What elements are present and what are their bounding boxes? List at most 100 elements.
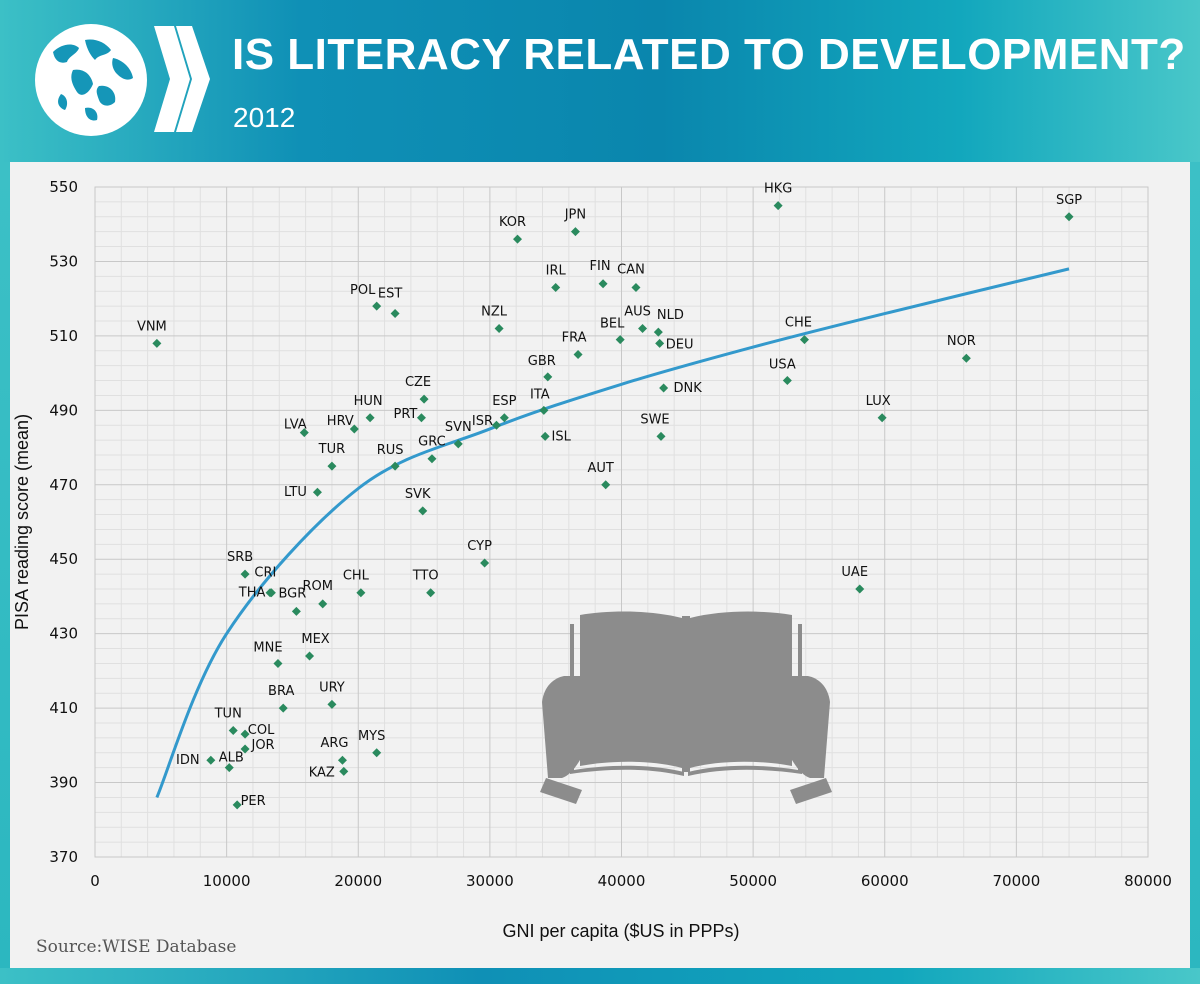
point-label-fra: FRA — [562, 331, 587, 346]
data-point-jpn — [570, 227, 580, 237]
scatter-chart: 0 10000 20000 30000 40000 50000 60000 70000 8000… — [12, 178, 1172, 941]
y-tick-label: 530 — [49, 252, 78, 270]
data-point-kor — [513, 234, 523, 244]
page-title: IS LITERACY RELATED TO DEVELOPMENT? — [232, 30, 1186, 79]
point-label-sgp: SGP — [1056, 193, 1082, 208]
data-point-aut — [601, 480, 611, 490]
data-point-tur — [327, 461, 337, 471]
data-point-nld — [653, 327, 663, 337]
point-label-tto: TTO — [412, 569, 439, 584]
data-point-hkg — [773, 201, 783, 211]
point-label-usa: USA — [769, 358, 796, 373]
point-label-kaz: KAZ — [309, 765, 335, 780]
data-point-mex — [305, 651, 315, 661]
data-point-esp — [499, 413, 509, 423]
point-label-lva: LVA — [284, 418, 307, 433]
x-tick-label: 20000 — [334, 872, 382, 890]
point-label-can: CAN — [617, 263, 645, 278]
point-label-che: CHE — [785, 316, 812, 331]
point-label-pol: POL — [350, 283, 376, 298]
data-point-che — [799, 335, 809, 345]
point-label-nor: NOR — [947, 334, 976, 349]
y-tick-label: 390 — [49, 774, 78, 792]
x-tick-label: 0 — [90, 872, 100, 890]
data-point-col — [240, 729, 250, 739]
point-label-isr: ISR — [472, 414, 493, 429]
point-label-mex: MEX — [301, 632, 329, 647]
point-label-cri: CRI — [254, 566, 276, 581]
y-axis-title: PISA reading score (mean) — [12, 414, 32, 630]
data-point-prt — [416, 413, 426, 423]
point-label-ury: URY — [319, 680, 345, 695]
point-label-grc: GRC — [418, 435, 446, 450]
point-label-jor: JOR — [250, 738, 274, 753]
point-label-srb: SRB — [227, 550, 253, 565]
x-tick-label: 30000 — [466, 872, 514, 890]
page-subtitle: 2012 — [233, 102, 296, 133]
data-point-cyp — [480, 558, 490, 568]
data-point-srb — [240, 569, 250, 579]
point-label-hun: HUN — [354, 394, 383, 409]
point-label-mys: MYS — [358, 729, 385, 744]
point-label-hkg: HKG — [764, 182, 792, 197]
point-label-isl: ISL — [551, 429, 571, 444]
point-label-aut: AUT — [588, 461, 614, 476]
point-label-hrv: HRV — [327, 414, 354, 429]
data-point-nor — [961, 353, 971, 363]
point-label-tur: TUR — [318, 442, 346, 457]
data-points: HKG SGP JPN KOR FIN IRL CAN POL EST NZL AUS NLD BEL C… — [137, 182, 1082, 810]
point-label-nld: NLD — [657, 308, 684, 323]
x-axis-ticks: 0 10000 20000 30000 40000 50000 60000 70000 8000… — [90, 872, 1172, 890]
point-label-rom: ROM — [302, 579, 332, 594]
source-note: Source:WISE Database — [36, 937, 237, 957]
data-point-aus — [638, 323, 648, 333]
frame-left — [0, 162, 10, 968]
point-label-svn: SVN — [445, 420, 472, 435]
data-point-jor — [240, 744, 250, 754]
data-point-chl — [356, 588, 366, 598]
point-label-chl: CHL — [343, 569, 370, 584]
y-tick-label: 470 — [49, 476, 78, 494]
data-point-pol — [372, 301, 382, 311]
point-label-dnk: DNK — [673, 381, 702, 396]
data-point-mne — [273, 658, 283, 668]
x-axis-title: GNI per capita ($US in PPPs) — [502, 921, 739, 941]
data-point-bgr — [291, 606, 301, 616]
point-label-esp: ESP — [492, 394, 516, 409]
data-point-swe — [656, 431, 666, 441]
data-point-ita — [539, 405, 549, 415]
data-point-bra — [278, 703, 288, 713]
data-point-est — [390, 309, 400, 319]
data-point-mys — [372, 748, 382, 758]
point-label-irl: IRL — [546, 264, 567, 279]
point-label-ita: ITA — [530, 387, 550, 402]
point-label-est: EST — [378, 287, 402, 302]
data-point-ury — [327, 699, 337, 709]
point-label-per: PER — [241, 794, 266, 809]
footer-bar — [0, 968, 1200, 984]
y-tick-label: 450 — [49, 550, 78, 568]
data-point-gbr — [543, 372, 553, 382]
point-label-bra: BRA — [268, 684, 294, 699]
trend-line — [155, 267, 1070, 799]
point-label-ltu: LTU — [284, 485, 307, 500]
data-point-idn — [206, 755, 216, 765]
data-point-bel — [615, 335, 625, 345]
point-label-mne: MNE — [253, 640, 282, 655]
data-point-fin — [598, 279, 608, 289]
data-point-fra — [573, 350, 583, 359]
data-point-nzl — [494, 323, 504, 333]
point-label-bgr: BGR — [278, 586, 306, 601]
data-point-lux — [877, 413, 887, 423]
x-tick-label: 80000 — [1124, 872, 1172, 890]
data-point-alb — [224, 763, 234, 773]
point-label-tun: TUN — [214, 706, 242, 721]
point-label-lux: LUX — [866, 394, 891, 409]
data-point-svn — [453, 439, 463, 449]
x-tick-label: 10000 — [203, 872, 251, 890]
point-label-vnm: VNM — [137, 319, 167, 334]
y-tick-label: 370 — [49, 848, 78, 866]
point-label-jpn: JPN — [564, 208, 586, 223]
point-label-deu: DEU — [666, 337, 694, 352]
data-point-irl — [551, 283, 561, 292]
